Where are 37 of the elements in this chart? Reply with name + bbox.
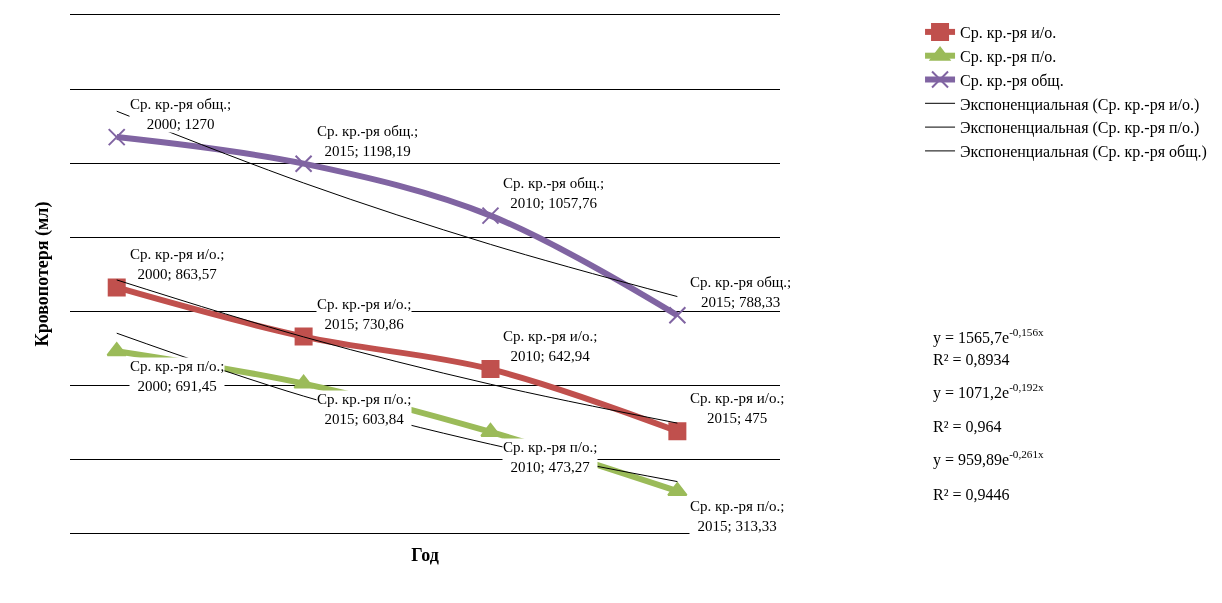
text: R² = 0,964 [933,418,1002,435]
data-label: Ср. кр.-ря п/о.; 2015; 603,84 [317,391,412,427]
text: R² = 0,9446 [933,486,1010,503]
point [667,482,688,497]
data-label: Ср. кр.-ря п/о.; 2010; 473,27 [503,439,598,475]
data-label: Ср. кр.-ря и/о.; 2015; 475 [690,390,785,426]
point [294,327,313,346]
data-label: Ср. кр.-ря общ.; 2010; 1057,76 [503,175,605,211]
legend-label: Экспоненциальная (Ср. кр.-ря общ.) [960,143,1207,162]
text: R² = 0,8934 [933,351,1010,368]
point [107,128,126,147]
point [481,360,500,379]
point [293,374,314,389]
point [294,154,313,173]
legend-label: Ср. кр.-ря общ. [960,71,1064,90]
legend-label: Ср. кр.-ря и/о. [960,24,1057,43]
legend-label: Экспоненциальная (Ср. кр.-ря п/о.) [960,119,1200,138]
point [668,306,687,325]
point [107,278,126,297]
point [668,422,687,441]
point [481,206,500,225]
point [106,342,127,357]
y-axis-title: Кровопотеря (мл) [32,201,54,347]
legend-label: Ср. кр.-ря п/о. [960,47,1057,66]
data-label: Ср. кр.-ря п/о.; 2000; 691,45 [130,358,225,394]
data-label: Ср. кр.-ря и/о.; 2015; 730,86 [317,296,412,332]
data-label: Ср. кр.-ря п/о.; 2015; 313,33 [690,498,785,534]
data-label: Ср. кр.-ря общ.; 2015; 788,33 [690,274,792,310]
x-axis-title: Год [411,545,439,566]
data-label: Ср. кр.-ря общ.; 2000; 1270 [130,96,232,132]
data-label: Ср. кр.-ря и/о.; 2000; 863,57 [130,246,225,282]
text: y = 1565,7e$^{-0,156x}$ [933,326,1045,347]
data-label: Ср. кр.-ря общ.; 2015; 1198,19 [317,123,419,159]
text: y = 959,89e$^{-0,261x}$ [933,448,1045,469]
text: y = 1071,2e$^{-0,192x}$ [933,381,1045,402]
data-label: Ср. кр.-ря и/о.; 2010; 642,94 [503,328,598,364]
legend-label: Экспоненциальная (Ср. кр.-ря и/о.) [960,95,1200,114]
